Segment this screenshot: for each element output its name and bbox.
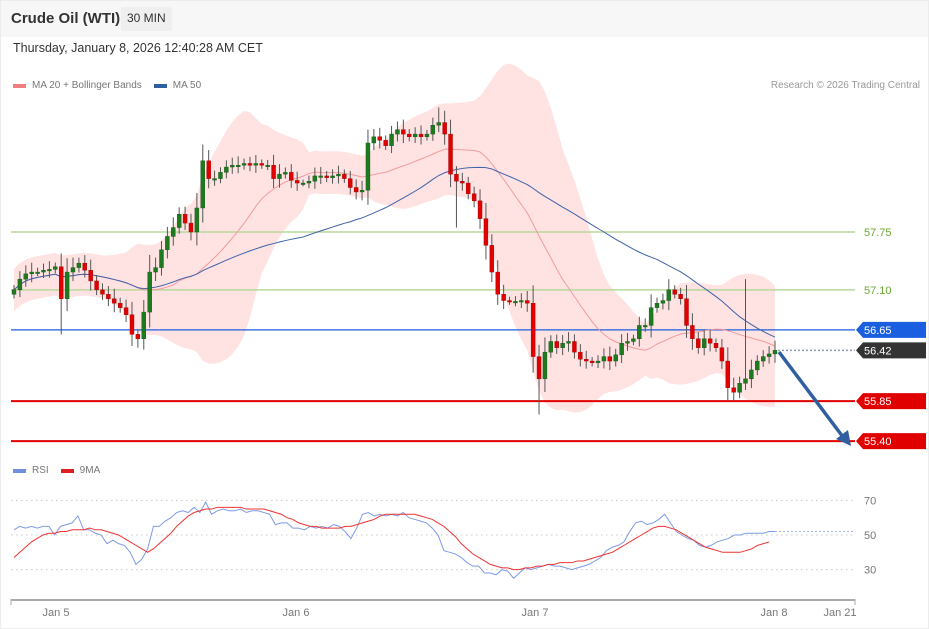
svg-text:50: 50 (864, 530, 876, 542)
svg-text:Jan 21: Jan 21 (823, 607, 856, 619)
bollinger-bands (14, 63, 775, 413)
svg-text:57.75: 57.75 (864, 227, 892, 239)
legend-label: MA 50 (172, 80, 202, 91)
legend-ma50: MA 50 (153, 80, 202, 91)
rsi-legend: RSI 9MA (13, 465, 112, 476)
main-legend: MA 20 + Bollinger Bands MA 50 (13, 80, 213, 91)
svg-text:Jan 8: Jan 8 (761, 607, 788, 619)
rsi-swatch-icon (13, 468, 26, 473)
legend-label: 9MA (79, 465, 101, 476)
ma9-swatch-icon (60, 468, 74, 473)
legend-ma20-bollinger: MA 20 + Bollinger Bands (13, 80, 142, 91)
legend-label: MA 20 + Bollinger Bands (32, 80, 142, 91)
legend-rsi: RSI (13, 465, 49, 476)
svg-text:Jan 6: Jan 6 (283, 607, 310, 619)
interval-badge[interactable]: 30 MIN (121, 7, 172, 31)
svg-text:56.42: 56.42 (864, 345, 892, 357)
svg-text:Jan 5: Jan 5 (43, 607, 70, 619)
svg-text:55.40: 55.40 (864, 436, 892, 448)
credit-text: Research © 2026 Trading Central (770, 80, 920, 91)
forecast-arrow-icon (777, 350, 851, 446)
svg-text:70: 70 (864, 495, 876, 507)
svg-text:56.65: 56.65 (864, 325, 892, 337)
level-labels: 57.75 57.10 56.65 56.42 55.85 55.40 (856, 227, 926, 450)
legend-9ma: 9MA (60, 465, 101, 476)
moving-averages (13, 148, 776, 351)
svg-text:30: 30 (864, 565, 876, 577)
time-axis: Jan 5 Jan 6 Jan 7 Jan 8 Jan 21 (10, 599, 857, 619)
candlesticks (11, 107, 778, 415)
rsi-panel: 70 50 30 (11, 495, 876, 579)
instrument-title: Crude Oil (WTI) (11, 10, 121, 27)
ma50-swatch-icon (153, 83, 167, 88)
ma20-swatch-icon (13, 83, 26, 88)
svg-text:57.10: 57.10 (864, 285, 892, 297)
svg-text:Jan 7: Jan 7 (522, 607, 549, 619)
svg-text:55.85: 55.85 (864, 396, 892, 408)
legend-label: RSI (32, 465, 49, 476)
timestamp: Thursday, January 8, 2026 12:40:28 AM CE… (13, 41, 263, 55)
